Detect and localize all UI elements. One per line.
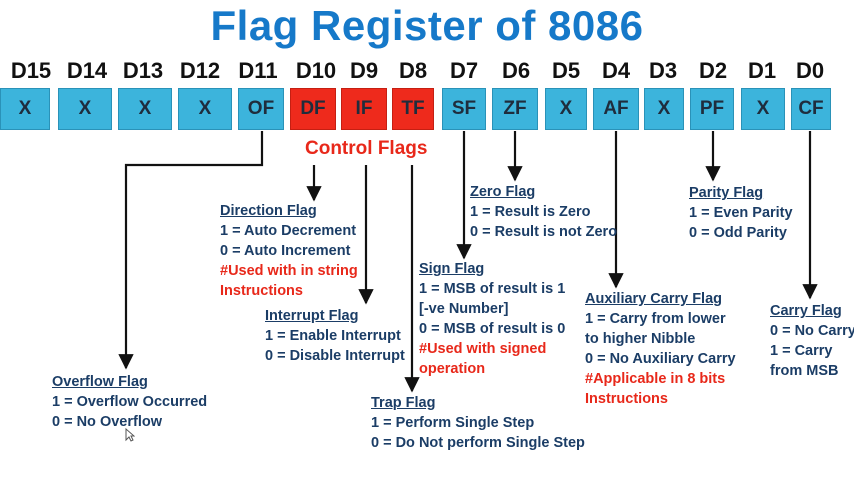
bit-cell-d2: PF	[690, 88, 734, 130]
auxiliary-carry-flag-title: Auxiliary Carry Flag	[585, 291, 722, 307]
bit-label-d6: D6	[501, 58, 531, 83]
parity-flag-line-2: 0 = Odd Parity	[689, 225, 787, 241]
bit-label-d11: D11	[238, 58, 278, 83]
auxiliary-carry-flag-line-1: 1 = Carry from lower	[585, 311, 726, 327]
bit-label-d0: D0	[795, 58, 825, 83]
parity-flag-line-1: 1 = Even Parity	[689, 205, 793, 221]
bit-label-d10: D10	[295, 58, 337, 83]
zero-flag-title: Zero Flag	[470, 184, 536, 200]
carry-flag-block: Carry Flag 0 = No Carry 1 = Carry from M…	[770, 301, 854, 381]
page-title: Flag Register of 8086	[210, 2, 644, 49]
bit-cell-d0: CF	[791, 88, 831, 130]
interrupt-flag-line-2: 0 = Disable Interrupt	[265, 348, 405, 364]
overflow-flag-block: Overflow Flag 1 = Overflow Occurred 0 = …	[52, 372, 207, 432]
carry-flag-title: Carry Flag	[770, 303, 842, 319]
direction-flag-title: Direction Flag	[220, 203, 317, 219]
bit-label-d9: D9	[349, 58, 379, 83]
sign-flag-line-1: 1 = MSB of result is 1	[419, 281, 566, 297]
direction-flag-line-1: 1 = Auto Decrement	[220, 223, 357, 239]
bit-cell-d7: SF	[442, 88, 486, 130]
bit-cell-d9: IF	[341, 88, 387, 130]
bit-cell-d12: X	[178, 88, 232, 130]
trap-flag-block: Trap Flag 1 = Perform Single Step 0 = Do…	[371, 393, 585, 453]
bit-cell-d5: X	[545, 88, 587, 130]
carry-flag-line-2: 1 = Carry	[770, 343, 833, 359]
auxiliary-carry-flag-block: Auxiliary Carry Flag 1 = Carry from lowe…	[585, 289, 736, 409]
sign-flag-block: Sign Flag 1 = MSB of result is 1 [-ve Nu…	[419, 259, 565, 379]
sign-flag-title: Sign Flag	[419, 261, 485, 277]
zero-flag-line-1: 1 = Result is Zero	[470, 204, 591, 220]
direction-flag-note-1: #Used with in string	[220, 263, 358, 279]
carry-flag-line-3: from MSB	[770, 363, 839, 379]
bit-cell-d6: ZF	[492, 88, 538, 130]
control-flags-label: Control Flags	[305, 138, 428, 159]
direction-flag-line-2: 0 = Auto Increment	[220, 243, 351, 259]
mouse-cursor-icon	[125, 428, 135, 442]
sign-flag-note-2: operation	[419, 361, 486, 377]
overflow-arrow	[118, 131, 264, 370]
bit-cell-d13: X	[118, 88, 172, 130]
interrupt-flag-title: Interrupt Flag	[265, 308, 359, 324]
carry-flag-line-1: 0 = No Carry	[770, 323, 854, 339]
trap-flag-title: Trap Flag	[371, 395, 436, 411]
bit-label-d13: D13	[122, 58, 164, 83]
zero-flag-line-2: 0 = Result is not Zero	[470, 224, 618, 240]
auxiliary-carry-flag-note-2: Instructions	[585, 391, 668, 407]
bit-label-d7: D7	[449, 58, 479, 83]
bit-cell-d1: X	[741, 88, 785, 130]
bit-label-d4: D4	[601, 58, 631, 83]
bit-label-d1: D1	[747, 58, 777, 83]
overflow-flag-line-1: 1 = Overflow Occurred	[52, 394, 208, 410]
trap-flag-line-2: 0 = Do Not perform Single Step	[371, 435, 585, 451]
bit-cell-d11: OF	[238, 88, 284, 130]
bit-label-d5: D5	[551, 58, 581, 83]
bit-label-d2: D2	[698, 58, 728, 83]
auxiliary-carry-flag-line-2: to higher Nibble	[585, 331, 696, 347]
interrupt-flag-block: Interrupt Flag 1 = Enable Interrupt 0 = …	[265, 306, 405, 366]
bit-cell-d4: AF	[593, 88, 639, 130]
auxiliary-carry-flag-line-3: 0 = No Auxiliary Carry	[585, 351, 736, 367]
interrupt-flag-line-1: 1 = Enable Interrupt	[265, 328, 401, 344]
trap-flag-line-1: 1 = Perform Single Step	[371, 415, 535, 431]
sign-flag-line-3: 0 = MSB of result is 0	[419, 321, 566, 337]
direction-flag-block: Direction Flag 1 = Auto Decrement 0 = Au…	[220, 201, 358, 301]
direction-flag-note-2: Instructions	[220, 283, 303, 299]
bit-cell-d3: X	[644, 88, 684, 130]
bit-label-d15: D15	[10, 58, 52, 83]
overflow-flag-line-2: 0 = No Overflow	[52, 414, 162, 430]
sign-flag-line-2: [-ve Number]	[419, 301, 509, 317]
overflow-flag-title: Overflow Flag	[52, 374, 148, 390]
bit-cell-d15: X	[0, 88, 50, 130]
sign-flag-note-1: #Used with signed	[419, 341, 547, 357]
bit-cell-d14: X	[58, 88, 112, 130]
bit-label-d3: D3	[648, 58, 678, 83]
bit-label-d12: D12	[179, 58, 221, 83]
bit-cell-d10: DF	[290, 88, 336, 130]
parity-flag-title: Parity Flag	[689, 185, 764, 201]
bit-label-d8: D8	[398, 58, 428, 83]
bit-label-d14: D14	[66, 58, 108, 83]
bit-cell-d8: TF	[392, 88, 434, 130]
auxiliary-carry-flag-note-1: #Applicable in 8 bits	[585, 371, 726, 387]
parity-flag-block: Parity Flag 1 = Even Parity 0 = Odd Pari…	[689, 183, 793, 243]
zero-flag-block: Zero Flag 1 = Result is Zero 0 = Result …	[470, 182, 617, 242]
